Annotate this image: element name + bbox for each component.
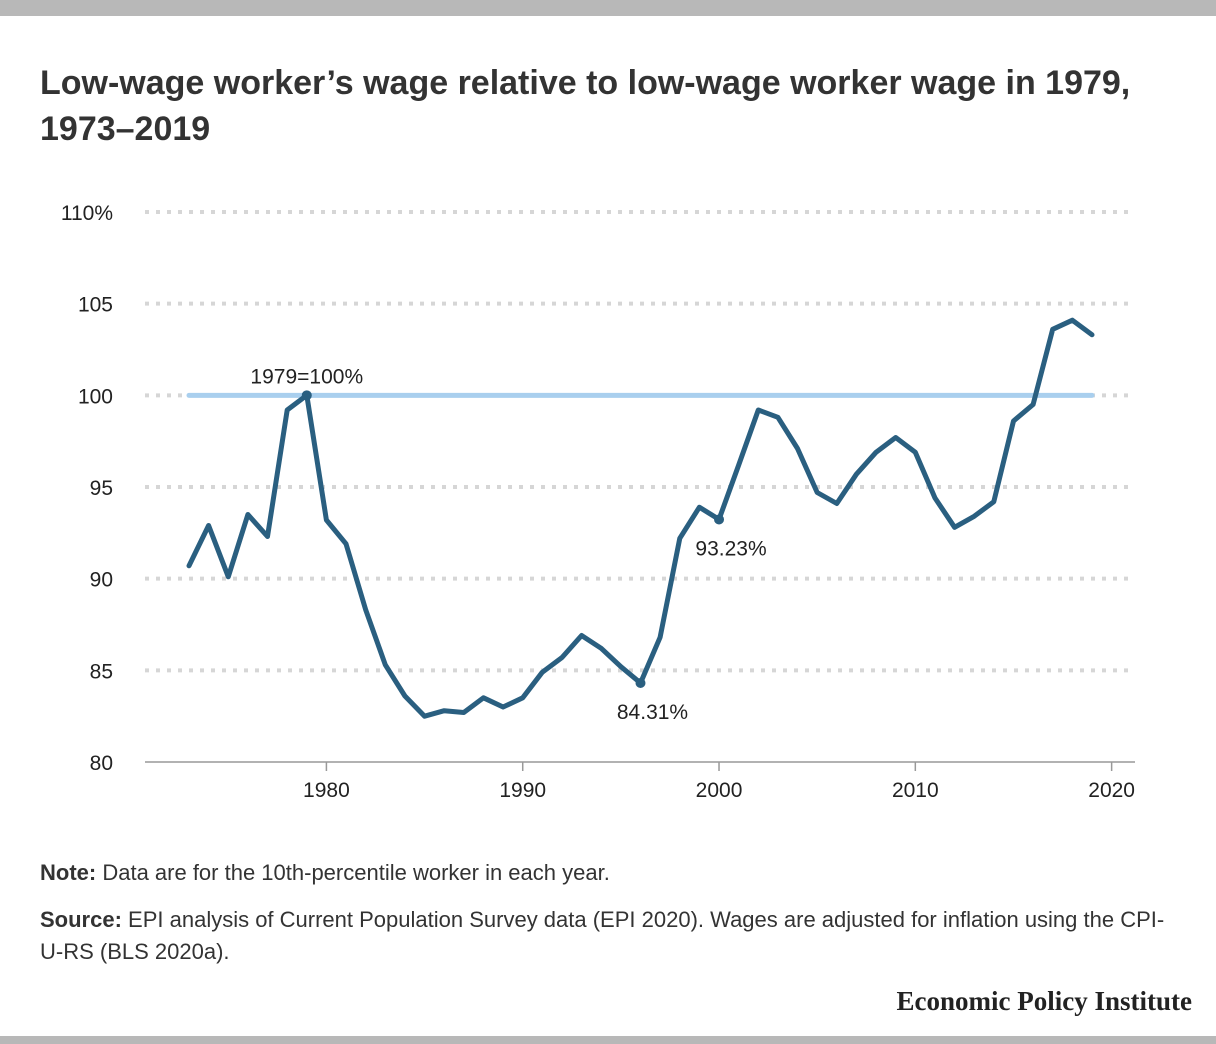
axes: 80 85 90 95 100 105 110% 1980 1990 2000 2010 2020 (61, 202, 1135, 802)
point-2000 (714, 514, 725, 525)
x-tick-label-2000: 2000 (696, 779, 743, 802)
chart-source: Source: EPI analysis of Current Populati… (40, 904, 1180, 968)
chart-note: Note: Data are for the 10th-percentile w… (40, 857, 1180, 889)
y-tick-label-100: 100 (78, 385, 113, 408)
annotation-2000: 93.23% (695, 537, 766, 560)
y-tick-label-110: 110% (61, 202, 113, 225)
y-tick-label-80: 80 (90, 752, 113, 775)
note-text: Data are for the 10th-percentile worker … (96, 860, 610, 885)
y-tick-label-95: 95 (90, 477, 113, 500)
source-label: Source: (40, 907, 122, 932)
annotation-1996: 84.31% (617, 701, 688, 724)
source-text: EPI analysis of Current Population Surve… (40, 907, 1165, 964)
x-tick-label-1990: 1990 (499, 779, 546, 802)
point-1979 (301, 390, 312, 401)
y-tick-label-105: 105 (78, 294, 113, 317)
x-tick-label-2010: 2010 (892, 779, 939, 802)
gridlines (145, 210, 1135, 673)
reference-line-group: 1979=100% (186, 365, 1095, 398)
y-tick-label-90: 90 (90, 569, 113, 592)
reference-line-label: 1979=100% (250, 365, 363, 388)
note-label: Note: (40, 860, 97, 885)
x-tick-label-1980: 1980 (303, 779, 350, 802)
y-tick-label-85: 85 (90, 660, 113, 683)
epi-logo: Economic Policy Institute (896, 986, 1192, 1016)
chart-title: Low-wage worker’s wage relative to low-w… (40, 64, 1131, 148)
point-1996 (635, 677, 646, 688)
x-tick-label-2020: 2020 (1088, 779, 1135, 802)
top-border (0, 0, 1216, 16)
bottom-border (0, 1036, 1216, 1044)
annotations: 84.31% 93.23% (301, 390, 767, 724)
